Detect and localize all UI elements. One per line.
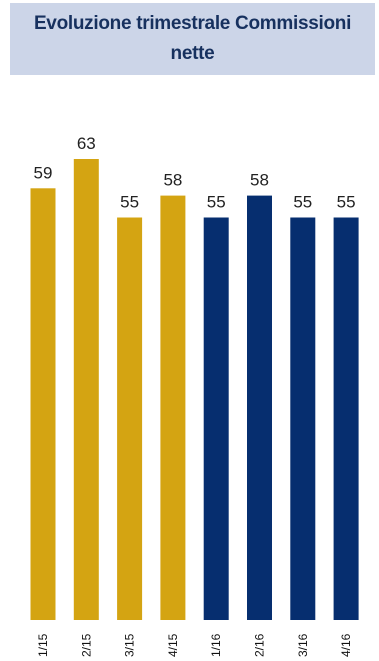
category-label: 4/15: [166, 633, 180, 657]
value-label: 55: [293, 193, 312, 212]
category-label: 2/16: [253, 633, 267, 657]
category-label: 4/16: [339, 633, 353, 657]
bar-1-16: [203, 217, 229, 620]
category-label: 1/16: [209, 633, 223, 657]
bar-2-15: [73, 159, 99, 620]
bar-3-16: [290, 217, 316, 620]
bar-1-15: [30, 188, 56, 621]
chart-title: Evoluzione trimestrale Commissioni nette: [33, 13, 352, 64]
bar-3-15: [117, 217, 143, 620]
category-label: 1/15: [36, 633, 50, 657]
category-label: 3/15: [123, 633, 137, 657]
value-label: 59: [34, 163, 53, 182]
category-label: 2/15: [79, 633, 93, 657]
bar-4-15: [160, 195, 186, 620]
value-label: 55: [207, 193, 226, 212]
value-label: 55: [120, 193, 139, 212]
chart-title-box: Evoluzione trimestrale Commissioni nette: [10, 3, 375, 75]
bar-2-16: [247, 195, 272, 620]
value-label: 55: [337, 193, 356, 212]
value-label: 63: [77, 134, 96, 153]
bar-4-16: [333, 217, 359, 620]
category-label: 3/16: [296, 633, 310, 657]
value-label: 58: [163, 171, 182, 190]
value-label: 58: [250, 171, 269, 190]
